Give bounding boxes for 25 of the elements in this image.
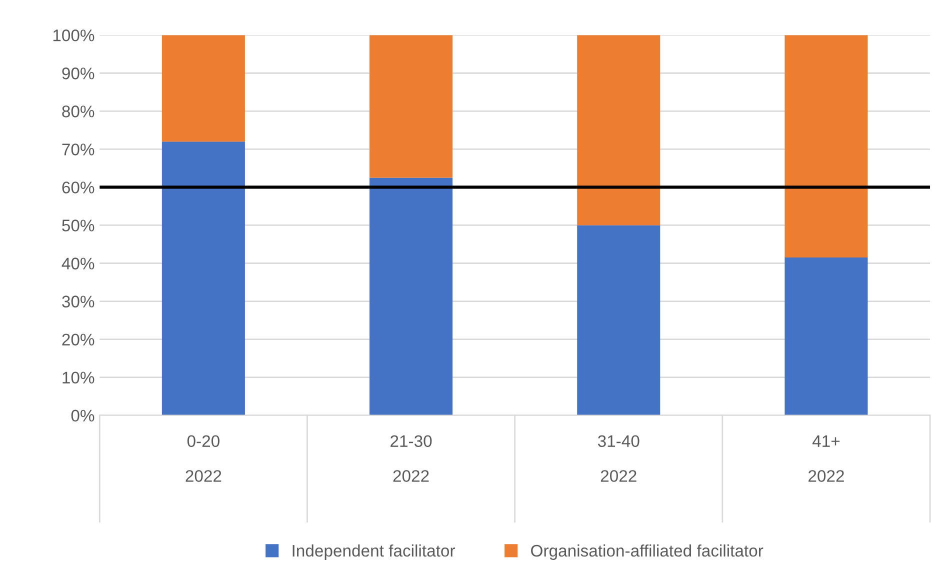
bar [370, 35, 453, 178]
bar [577, 35, 660, 226]
category-label: 41+ 2022 [808, 435, 844, 482]
y-tick-label: 30% [62, 296, 94, 308]
bar [784, 35, 868, 258]
y-tick-label: 0% [71, 410, 94, 422]
y-tick-label: 20% [62, 334, 94, 346]
legend-label: Independent facilitator [292, 544, 455, 560]
y-tick-label: 50% [62, 220, 94, 232]
bar [162, 35, 245, 142]
y-tick-label: 60% [62, 182, 94, 194]
y-tick-label: 10% [62, 372, 94, 384]
bar [370, 178, 453, 416]
y-tick-label: 70% [62, 144, 94, 156]
legend-label: Organisation-affiliated facilitator [531, 544, 764, 560]
bar [577, 225, 660, 416]
y-tick-label: 90% [62, 68, 94, 80]
category-label: 0-20 2022 [186, 435, 222, 482]
category-label: 31-40 2022 [598, 435, 640, 482]
y-tick-label: 40% [62, 258, 94, 270]
y-tick-label: 100% [53, 30, 94, 42]
bar [162, 142, 245, 416]
bar [784, 258, 868, 416]
category-label: 21-30 2022 [390, 435, 432, 482]
y-tick-label: 80% [62, 106, 94, 118]
